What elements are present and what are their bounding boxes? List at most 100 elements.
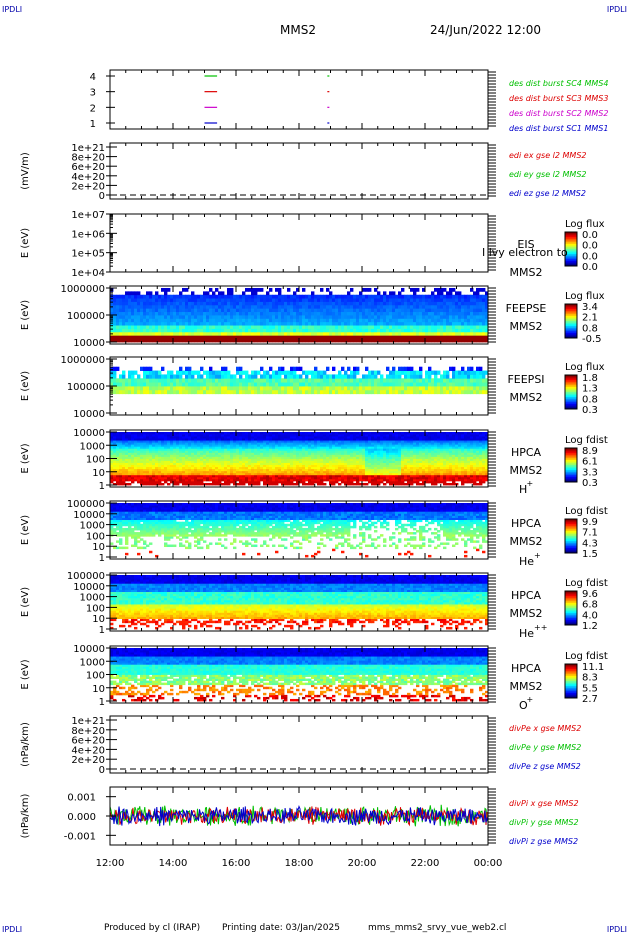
spectrogram-cell — [137, 301, 141, 306]
spectrogram-cell — [131, 328, 135, 333]
spectrogram-cell — [281, 378, 285, 383]
spectrogram-cell — [347, 374, 351, 379]
spectrogram-cell — [158, 474, 162, 478]
spectrogram-cell — [209, 448, 213, 451]
spectrogram-cell — [410, 301, 414, 306]
spectrogram-cell — [170, 444, 174, 447]
spectrogram-cell — [122, 476, 126, 480]
spectrogram-cell — [446, 370, 450, 375]
spectrogram-cell — [203, 466, 207, 470]
spectrogram-cell — [206, 308, 210, 313]
spectrogram-cell — [296, 389, 300, 395]
spectrogram-cell — [170, 311, 174, 316]
spectrogram-cell — [422, 389, 426, 395]
spectrogram-cell — [398, 389, 402, 395]
spectrogram-cell — [419, 386, 423, 391]
spectrogram-cell — [176, 464, 180, 468]
spectrogram-cell — [131, 311, 135, 316]
spectrogram-cell — [455, 308, 459, 313]
spectrogram-cell — [245, 448, 249, 451]
spectrogram-cell — [416, 308, 420, 313]
spectrogram-cell — [179, 338, 183, 343]
spectrogram-cell — [269, 338, 273, 343]
spectrogram-cell — [188, 335, 192, 340]
spectrogram-cell — [200, 438, 204, 441]
spectrogram-cell — [359, 315, 363, 319]
spectrogram-cell — [194, 386, 198, 391]
spectrogram-cell — [176, 472, 180, 476]
spectrogram-cell — [251, 480, 255, 484]
spectrogram-cell — [281, 464, 285, 468]
spectrogram-cell — [422, 315, 426, 319]
spectrogram-cell — [332, 325, 336, 329]
spectrogram-cell — [245, 432, 249, 435]
spectrogram-cell — [221, 446, 225, 449]
spectrogram-cell — [152, 374, 156, 379]
spectrogram-cell — [113, 318, 117, 323]
spectrogram-cell — [344, 382, 348, 387]
spectrogram-cell — [143, 308, 147, 313]
spectrogram-cell — [182, 448, 186, 451]
spectrogram-cell — [167, 462, 171, 466]
spectrogram-cell — [458, 386, 462, 391]
spectrogram-cell — [410, 315, 414, 319]
spectrogram-cell — [329, 378, 333, 383]
spectrogram-cell — [473, 378, 477, 383]
spectrogram-cell — [365, 389, 369, 395]
spectrogram-cell — [131, 460, 135, 463]
spectrogram-cell — [173, 374, 177, 379]
spectrogram-cell — [431, 301, 435, 306]
spectrogram-cell — [317, 460, 321, 463]
spectrogram-cell — [347, 301, 351, 306]
spectrogram-cell — [113, 442, 117, 445]
spectrogram-cell — [266, 466, 270, 470]
spectrogram-cell — [425, 318, 429, 323]
spectrogram-cell — [239, 462, 243, 466]
spectrogram-cell — [113, 448, 117, 451]
spectrogram-cell — [416, 311, 420, 316]
spectrogram-cell — [275, 438, 279, 441]
spectrogram-cell — [206, 294, 210, 299]
spectrogram-cell — [263, 436, 267, 439]
spectrogram-cell — [254, 335, 258, 340]
spectrogram-cell — [263, 474, 267, 478]
spectrogram-cell — [251, 476, 255, 480]
y-tick-label: 1e+06 — [71, 229, 105, 240]
spectrogram-cell — [374, 318, 378, 323]
spectrogram-cell — [161, 301, 165, 306]
spectrogram-cell — [470, 366, 474, 371]
spectrogram-cell — [359, 298, 363, 302]
spectrogram-cell — [251, 434, 255, 437]
spectrogram-cell — [116, 328, 120, 333]
spectrogram-cell — [302, 446, 306, 449]
spectrogram-cell — [143, 450, 147, 453]
spectrogram-cell — [455, 311, 459, 316]
spectrogram-cell — [182, 464, 186, 468]
spectrogram-cell — [473, 298, 477, 302]
spectrogram-cell — [275, 374, 279, 379]
spectrogram-cell — [191, 378, 195, 383]
spectrogram-cell — [221, 478, 225, 482]
spectrogram-cell — [293, 470, 297, 474]
spectrogram-cell — [173, 335, 177, 340]
spectrogram-cell — [434, 294, 438, 299]
spectrogram-cell — [131, 298, 135, 302]
spectrogram-cell — [281, 389, 285, 395]
spectrogram-cell — [230, 470, 234, 474]
spectrogram-cell — [347, 389, 351, 395]
spectrogram-cell — [125, 466, 129, 470]
spectrogram-cell — [290, 382, 294, 387]
spectrogram-cell — [146, 472, 150, 476]
spectrogram-cell — [299, 374, 303, 379]
colorbar-cell — [565, 386, 577, 390]
spectrogram-cell — [326, 386, 330, 391]
spectrogram-cell — [179, 378, 183, 383]
spectrogram-cell — [449, 366, 453, 371]
spectrogram-cell — [284, 450, 288, 453]
spectrogram-cell — [290, 301, 294, 306]
spectrogram-cell — [209, 434, 213, 437]
colorbar-tick-label: 0.0 — [582, 241, 598, 252]
spectrogram-cell — [473, 308, 477, 313]
spectrogram-cell — [347, 294, 351, 299]
spectrogram-cell — [263, 448, 267, 451]
